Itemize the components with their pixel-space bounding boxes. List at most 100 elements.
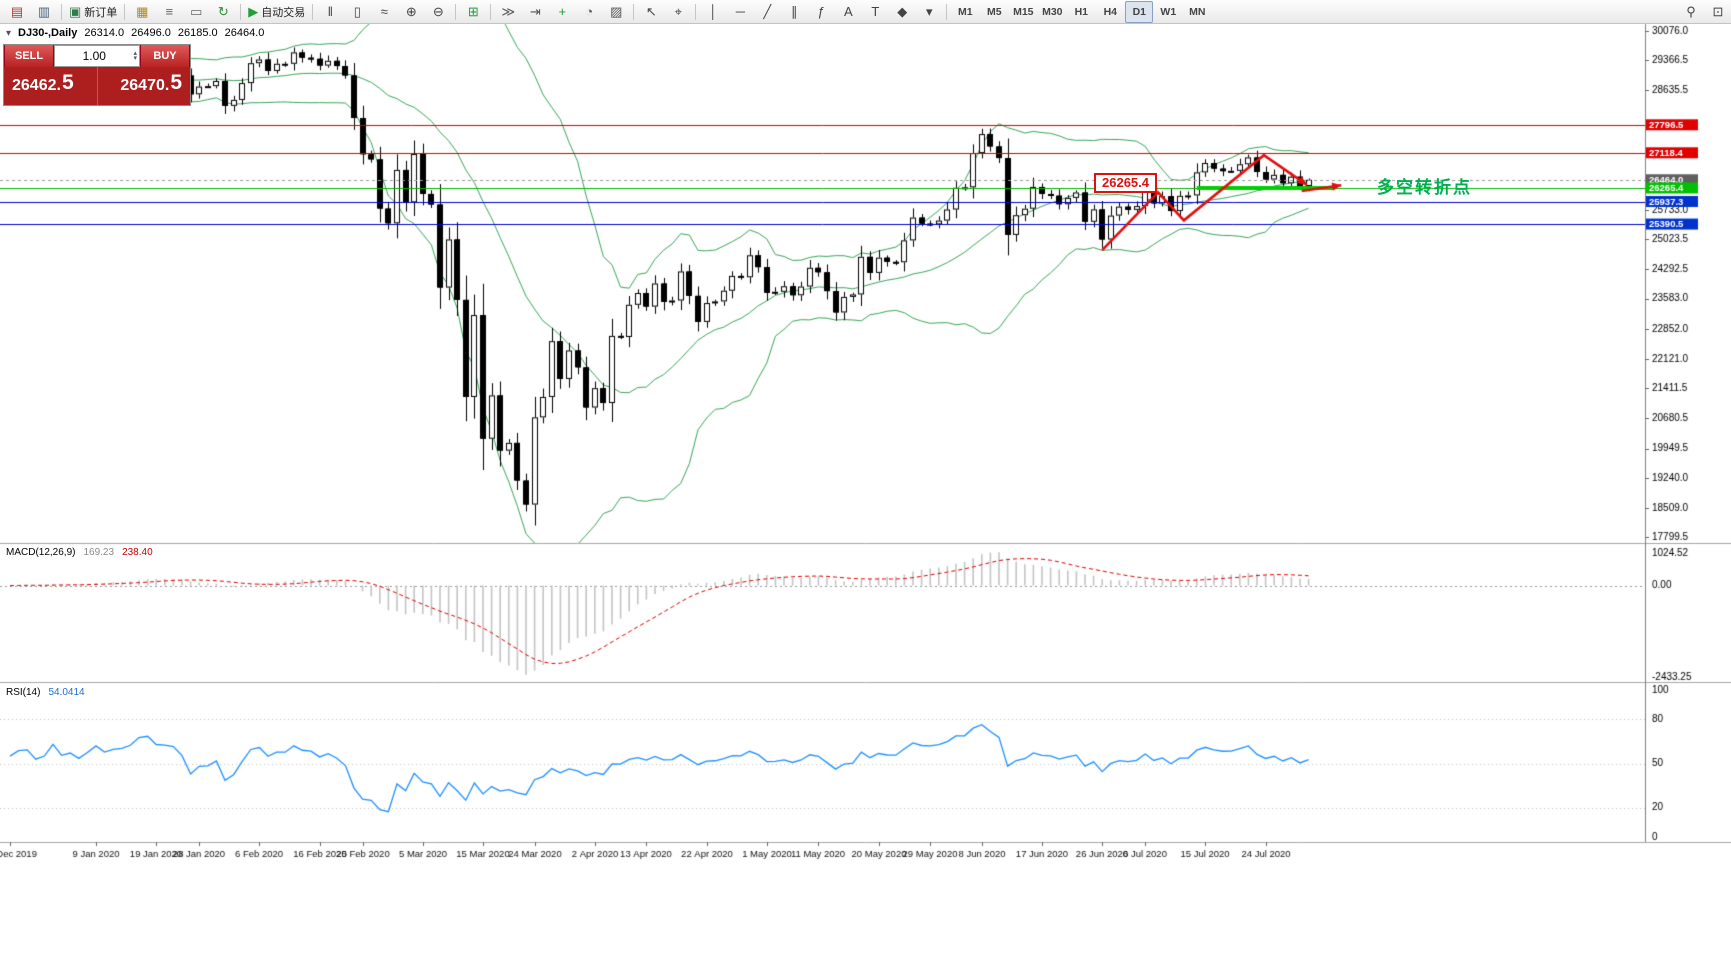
market-watch-icon[interactable]: ▦ <box>129 1 155 23</box>
navigator-icon[interactable]: ≡ <box>156 1 182 23</box>
candlestick-chart-icon-glyph: ▯ <box>353 4 361 19</box>
volume-down-icon[interactable]: ▾ <box>133 55 137 62</box>
auto-scroll-icon-glyph: ≫ <box>501 4 516 19</box>
line-chart-icon[interactable]: ≈ <box>371 1 397 23</box>
periods-icon[interactable]: ◔ <box>576 1 602 23</box>
fibonacci-icon-glyph: ƒ <box>817 4 825 19</box>
timeframe-m30-button[interactable]: M30 <box>1042 5 1063 18</box>
new-order-button-glyph: ▣ <box>69 4 82 19</box>
one-click-trading-panel: SELL 1.00 ▴ ▾ BUY 26462. 5 26470. 5 <box>3 44 191 106</box>
templates-icon[interactable]: ▨ <box>603 1 629 23</box>
macd-title: MACD(12,26,9) <box>6 547 76 558</box>
text-icon[interactable]: A <box>835 1 861 23</box>
toolbar-separator <box>61 3 62 20</box>
close-value: 26464.0 <box>224 27 265 39</box>
auto-trading-button[interactable]: ▶ 自动交易 <box>245 1 308 23</box>
timeframe-mn-button[interactable]: MN <box>1189 5 1206 18</box>
charts-icon-glyph: ▤ <box>10 4 24 19</box>
timeframe-m5-button[interactable]: M5 <box>987 5 1002 18</box>
tile-windows-icon-glyph: ⊞ <box>467 4 479 19</box>
new-chart-icon[interactable]: ▥ <box>31 1 57 23</box>
open-value: 26314.0 <box>84 27 125 39</box>
annotation-note-text[interactable]: 多空转折点 <box>1377 178 1472 197</box>
fullscreen-icon[interactable]: ⊡ <box>1705 1 1731 23</box>
timeframe-m1-button[interactable]: M1 <box>958 5 973 18</box>
line-chart-icon-glyph: ≈ <box>380 4 388 19</box>
zoom-out-icon-glyph: ⊖ <box>432 4 444 19</box>
timeframe-h1-button[interactable]: H1 <box>1074 5 1089 18</box>
horizontal-line-icon[interactable]: ─ <box>727 1 753 23</box>
chart-shift-icon[interactable]: ⇥ <box>522 1 548 23</box>
vertical-line-icon-glyph: │ <box>709 4 718 19</box>
zoom-out-icon[interactable]: ⊖ <box>425 1 451 23</box>
low-value: 26185.0 <box>177 27 218 39</box>
crosshair-icon-glyph: ⌖ <box>674 4 682 19</box>
symbol-info: ▾ DJ30-,Daily 26314.0 26496.0 26185.0 26… <box>6 27 264 39</box>
macd-value: 169.23 <box>83 547 115 558</box>
high-value: 26496.0 <box>131 27 171 39</box>
timeframe-m15-button[interactable]: M15 <box>1013 5 1034 18</box>
one-click-collapse-icon[interactable]: ▾ <box>6 28 12 39</box>
terminal-icon-glyph: ▭ <box>190 4 203 19</box>
sell-price-main: 26462. <box>12 77 61 94</box>
shapes-dropdown-icon[interactable]: ▾ <box>916 1 942 23</box>
rsi-label: RSI(14) 54.0414 <box>6 687 85 698</box>
timeframe-h4-button[interactable]: H4 <box>1103 5 1118 18</box>
toolbar-separator <box>124 3 126 20</box>
volume-input[interactable]: 1.00 ▴ ▾ <box>54 45 140 67</box>
refresh-icon[interactable]: ↻ <box>210 1 236 23</box>
search-icon[interactable]: ⚲ <box>1678 1 1704 23</box>
buy-price-main: 26470. <box>120 77 170 94</box>
templates-icon-glyph: ▨ <box>610 4 623 19</box>
rsi-value: 54.0414 <box>48 687 85 698</box>
toolbar-separator <box>312 3 314 20</box>
vertical-line-icon[interactable]: │ <box>700 1 726 23</box>
candlestick-chart-icon[interactable]: ▯ <box>344 1 370 23</box>
toolbar-separator <box>633 3 635 20</box>
volume-up-icon[interactable]: ▴ <box>133 50 137 57</box>
cursor-icon[interactable]: ↖ <box>638 1 664 23</box>
symbol-period-label: DJ30-,Daily <box>18 27 78 39</box>
timeframe-w1-button[interactable]: W1 <box>1160 5 1177 18</box>
channel-icon-glyph: ∥ <box>791 4 798 19</box>
shapes-dropdown-icon-glyph: ▾ <box>926 4 933 19</box>
terminal-icon[interactable]: ▭ <box>183 1 209 23</box>
new-order-button[interactable]: ▣ 新订单 <box>66 1 120 23</box>
volume-value: 1.00 <box>82 49 106 63</box>
timeframe-d1-button[interactable]: D1 <box>1125 0 1154 23</box>
add-indicator-icon-glyph: + <box>558 4 567 19</box>
label-icon-glyph: T <box>871 4 880 19</box>
crosshair-icon[interactable]: ⌖ <box>665 1 691 23</box>
trendline-icon[interactable]: ╱ <box>754 1 780 23</box>
auto-trading-button-glyph: ▶ <box>248 4 259 19</box>
volume-steppers[interactable]: ▴ ▾ <box>133 50 137 62</box>
buy-button[interactable]: BUY <box>140 45 190 67</box>
zoom-in-icon-glyph: ⊕ <box>405 4 417 19</box>
sell-price[interactable]: 26462. 5 <box>4 67 98 105</box>
toolbar: ▤ ▥ ▣ 新订单 ▦ ≡ ▭ ↻ ▶ 自动交易 ‖ ▯ ≈ ⊕ ⊖ ⊞ ≫ ⇥ + ◔ ▨ ↖ ⌖ │ ─ ╱ ∥ ƒ A T ◆ ▾ M1 M… <box>0 0 1731 24</box>
navigator-icon-glyph: ≡ <box>165 4 174 19</box>
charts-icon[interactable]: ▤ <box>4 1 30 23</box>
zoom-in-icon[interactable]: ⊕ <box>398 1 424 23</box>
fibonacci-icon[interactable]: ƒ <box>808 1 834 23</box>
buy-price[interactable]: 26470. 5 <box>98 67 191 105</box>
bar-chart-icon-glyph: ‖ <box>327 4 333 19</box>
new-chart-icon-glyph: ▥ <box>37 4 51 19</box>
sell-button[interactable]: SELL <box>4 45 54 67</box>
search-icon-glyph: ⚲ <box>1686 4 1696 19</box>
bar-chart-icon[interactable]: ‖ <box>317 1 343 23</box>
auto-scroll-icon[interactable]: ≫ <box>495 1 521 23</box>
buy-price-big: 5 <box>170 71 182 94</box>
shapes-icon[interactable]: ◆ <box>889 1 915 23</box>
tile-windows-icon[interactable]: ⊞ <box>460 1 486 23</box>
label-icon[interactable]: T <box>862 1 888 23</box>
macd-label: MACD(12,26,9) 169.23 238.40 <box>6 547 153 558</box>
price-annotation-box[interactable]: 26265.4 <box>1094 173 1157 193</box>
cursor-icon-glyph: ↖ <box>645 4 657 19</box>
text-icon-glyph: A <box>843 4 853 19</box>
add-indicator-icon[interactable]: + <box>549 1 575 23</box>
channel-icon[interactable]: ∥ <box>781 1 807 23</box>
sell-price-big: 5 <box>61 71 74 94</box>
